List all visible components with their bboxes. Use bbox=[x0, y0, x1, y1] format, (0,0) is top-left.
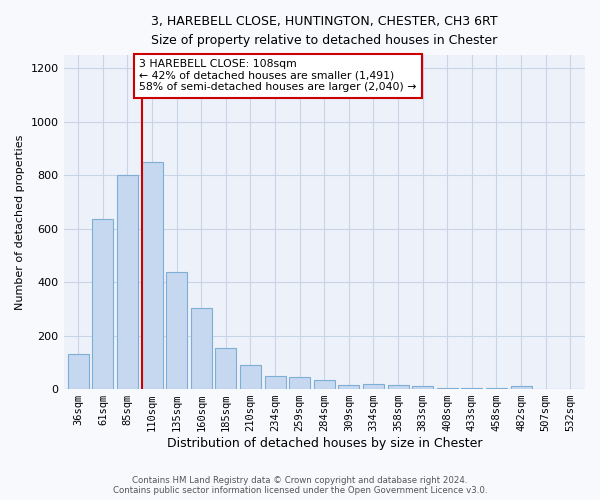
Bar bbox=[240, 365, 261, 389]
X-axis label: Distribution of detached houses by size in Chester: Distribution of detached houses by size … bbox=[167, 437, 482, 450]
Bar bbox=[191, 308, 212, 389]
Bar bbox=[388, 384, 409, 389]
Bar bbox=[289, 376, 310, 389]
Bar bbox=[412, 386, 433, 389]
Bar bbox=[437, 388, 458, 389]
Bar bbox=[166, 272, 187, 389]
Bar bbox=[314, 380, 335, 389]
Bar bbox=[92, 220, 113, 389]
Title: 3, HAREBELL CLOSE, HUNTINGTON, CHESTER, CH3 6RT
Size of property relative to det: 3, HAREBELL CLOSE, HUNTINGTON, CHESTER, … bbox=[151, 15, 497, 47]
Bar bbox=[486, 388, 507, 389]
Bar bbox=[68, 354, 89, 389]
Text: Contains HM Land Registry data © Crown copyright and database right 2024.
Contai: Contains HM Land Registry data © Crown c… bbox=[113, 476, 487, 495]
Bar bbox=[215, 348, 236, 389]
Bar bbox=[265, 376, 286, 389]
Bar bbox=[338, 385, 359, 389]
Bar bbox=[461, 388, 482, 389]
Bar bbox=[142, 162, 163, 389]
Text: 3 HAREBELL CLOSE: 108sqm
← 42% of detached houses are smaller (1,491)
58% of sem: 3 HAREBELL CLOSE: 108sqm ← 42% of detach… bbox=[139, 59, 416, 92]
Y-axis label: Number of detached properties: Number of detached properties bbox=[15, 134, 25, 310]
Bar bbox=[117, 176, 138, 389]
Bar bbox=[511, 386, 532, 389]
Bar bbox=[363, 384, 384, 389]
